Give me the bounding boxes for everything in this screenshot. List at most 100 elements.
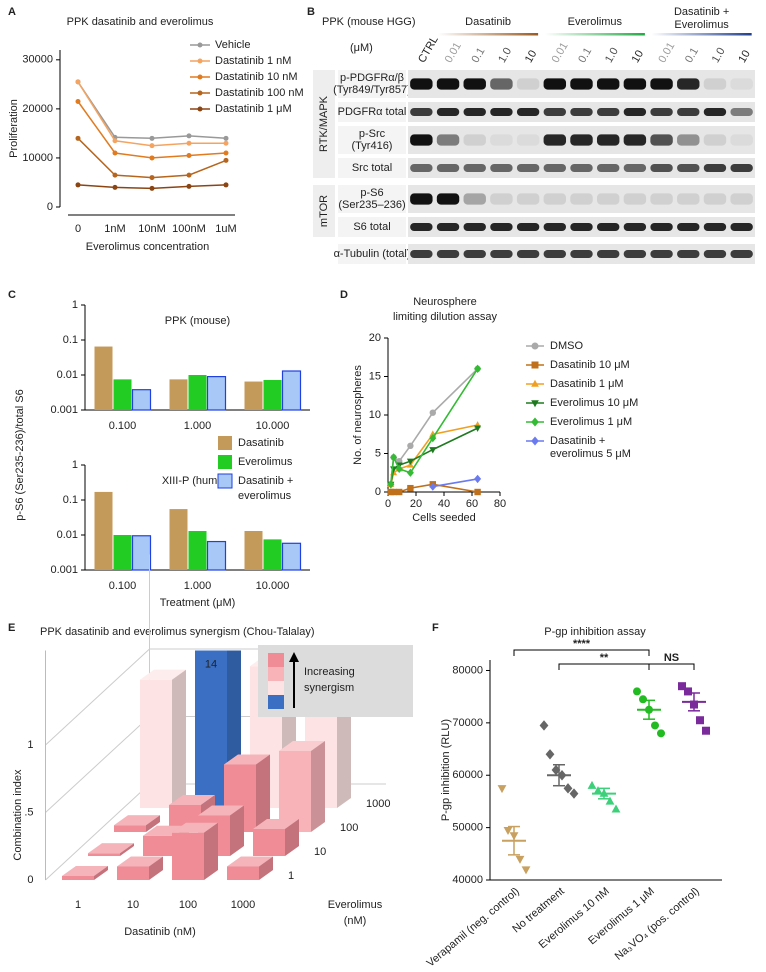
- y-tick-label: 30000: [22, 54, 53, 66]
- y-tick-label: 0.01: [57, 369, 78, 381]
- band: [544, 223, 566, 231]
- band: [730, 164, 752, 172]
- bar: [133, 390, 151, 410]
- legend-title: Increasing: [304, 666, 355, 678]
- chart-title: Neurosphere: [413, 296, 477, 308]
- bar: [264, 380, 282, 410]
- legend-swatch: [268, 681, 284, 695]
- legend-marker: [198, 107, 203, 112]
- bar-3d: [227, 857, 273, 881]
- bar-side-shade: [204, 823, 218, 880]
- z-axis-title: Combination index: [12, 769, 24, 861]
- x-tick-label: 1.000: [184, 420, 212, 432]
- x-tick-label: 0: [385, 498, 391, 510]
- point: [150, 136, 155, 141]
- point: [187, 173, 192, 178]
- y-axis-title: Proliferation: [8, 99, 20, 158]
- point: [187, 184, 192, 189]
- row-label: p-S6: [360, 187, 383, 199]
- legend-marker: [198, 43, 203, 48]
- point: [113, 185, 118, 190]
- point: [113, 151, 118, 156]
- band: [650, 78, 672, 89]
- bar-front: [172, 833, 204, 880]
- band: [570, 250, 592, 258]
- band: [570, 223, 592, 231]
- legend-swatch: [218, 455, 232, 469]
- point: [390, 489, 396, 495]
- bar: [170, 509, 188, 570]
- panel-label: A: [8, 6, 16, 18]
- band: [624, 78, 646, 89]
- lane-label: 0.01: [550, 40, 571, 65]
- band: [650, 250, 672, 258]
- band: [410, 164, 432, 172]
- panel-label: F: [432, 622, 439, 634]
- x-tick-label: 0: [75, 223, 81, 235]
- y-tick-label: 0.1: [63, 334, 78, 346]
- legend-label: Dasatinib +: [550, 435, 605, 447]
- band: [464, 250, 486, 258]
- y-tick-label: 10: [369, 409, 381, 421]
- sig-label: NS: [664, 652, 679, 664]
- bar-side-shade: [172, 670, 186, 808]
- band: [410, 108, 432, 116]
- legend-marker: [198, 75, 203, 80]
- legend-label: Everolimus 1 μM: [550, 416, 632, 428]
- point: [113, 138, 118, 143]
- legend-label: Vehicle: [215, 39, 250, 51]
- point: [612, 804, 621, 812]
- chart-title: PPK dasatinib and everolimus synergism (…: [40, 626, 315, 638]
- panel-label: E: [8, 622, 15, 634]
- sig-bracket: [649, 664, 694, 670]
- band: [410, 78, 432, 89]
- band: [730, 223, 752, 231]
- lane-label: 0.01: [656, 40, 677, 65]
- band: [544, 250, 566, 258]
- row-label: S6 total: [353, 221, 390, 233]
- band: [730, 134, 752, 145]
- series-line: [78, 82, 226, 138]
- band: [650, 108, 672, 116]
- band: [677, 193, 699, 204]
- point: [150, 143, 155, 148]
- blot-unit: (μM): [350, 42, 373, 54]
- lane-label: 0.01: [443, 40, 464, 65]
- band: [490, 134, 512, 145]
- band: [650, 193, 672, 204]
- sig-bracket: [559, 664, 649, 670]
- band: [704, 108, 726, 116]
- band: [490, 164, 512, 172]
- bar-front: [143, 836, 175, 856]
- x-axis-title: Treatment (μM): [160, 597, 236, 609]
- band: [517, 193, 539, 204]
- band: [597, 108, 619, 116]
- band: [570, 78, 592, 89]
- band: [517, 250, 539, 258]
- x-tick-label: Verapamil (neg. control): [425, 885, 522, 969]
- y-tick-label: 1: [288, 870, 294, 882]
- y-axis-title: P-gp inhibition (RLU): [440, 719, 452, 821]
- bars: [62, 0, 351, 880]
- y-tick-label: 0: [375, 486, 381, 498]
- legend-label: Dastatinib 100 nM: [215, 87, 304, 99]
- point: [224, 151, 229, 156]
- band: [570, 164, 592, 172]
- point: [407, 485, 413, 491]
- band: [677, 164, 699, 172]
- bar-3d: [140, 670, 186, 808]
- panel-label: C: [8, 289, 16, 301]
- band: [464, 108, 486, 116]
- y-tick-label: 0.001: [50, 564, 78, 576]
- chart-title: PPK dasatinib and everolimus: [67, 16, 214, 28]
- bar-front: [114, 825, 146, 832]
- band: [650, 164, 672, 172]
- band: [650, 134, 672, 145]
- point: [684, 687, 692, 695]
- legend-swatch: [218, 474, 232, 488]
- bar-side-shade: [311, 741, 325, 832]
- band: [437, 250, 459, 258]
- point: [639, 695, 647, 703]
- x-tick-label: 40: [438, 498, 450, 510]
